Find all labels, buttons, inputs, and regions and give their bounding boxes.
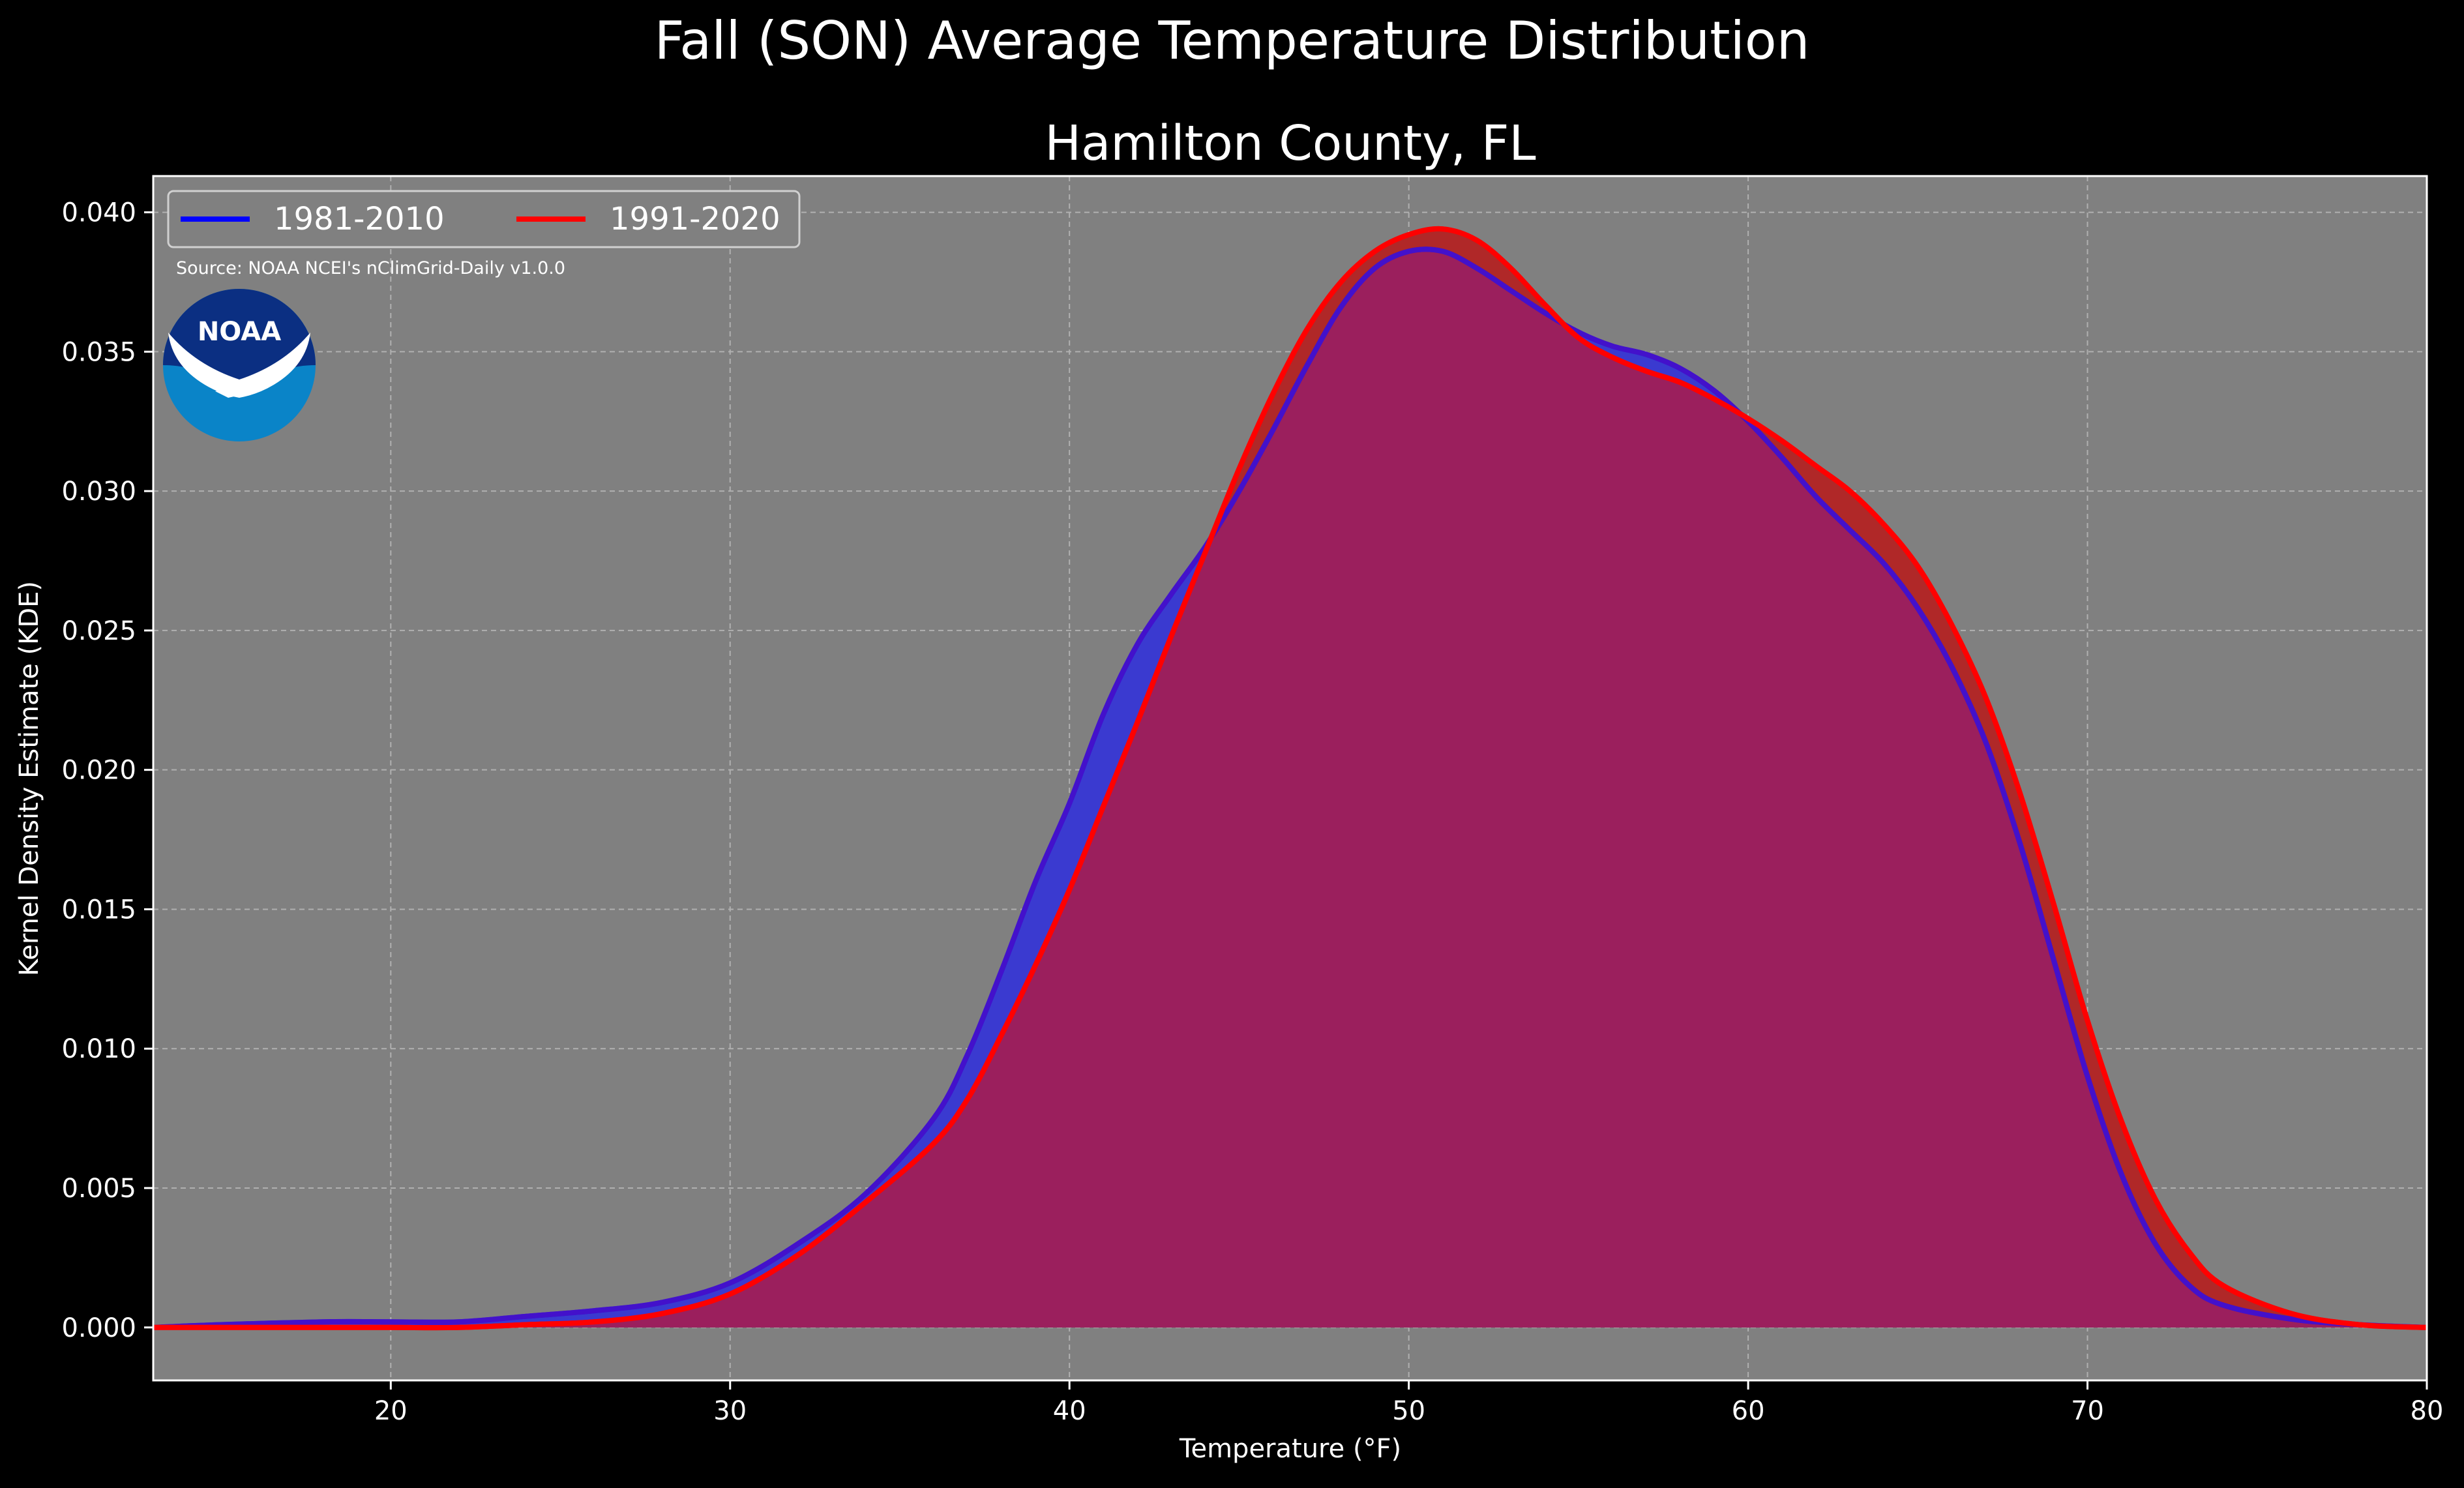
y-tick-label-0.025: 0.025: [61, 616, 136, 646]
x-tick-label-30: 30: [713, 1396, 747, 1426]
noaa-logo: NOAA: [163, 289, 316, 441]
noaa-logo-text: NOAA: [198, 317, 281, 347]
noaa-logo-bird-wing: [168, 333, 310, 398]
figure-suptitle: Fall (SON) Average Temperature Distribut…: [655, 10, 1810, 71]
line-top-1991-2020: [153, 226, 2427, 1331]
y-tick-label-0.040: 0.040: [61, 198, 136, 228]
noaa-logo-bird-tail: [215, 378, 274, 398]
y-tick-label-0.015: 0.015: [61, 895, 136, 925]
y-tick-label-0.020: 0.020: [61, 756, 136, 786]
x-tick-label-20: 20: [374, 1396, 408, 1426]
y-tick-label-0.030: 0.030: [61, 477, 136, 507]
x-tick-label-70: 70: [2071, 1396, 2104, 1426]
x-axis-ticks: 20 30 40 50 60 70 80: [374, 1380, 2444, 1426]
y-axis-label: Kernel Density Estimate (KDE): [14, 581, 44, 976]
y-tick-label-0.035: 0.035: [61, 337, 136, 367]
x-tick-label-50: 50: [1392, 1396, 1425, 1426]
y-axis-ticks: 0.000 0.005 0.010 0.015 0.020 0.025 0.030 0.035…: [61, 198, 153, 1343]
chart-title: Hamilton County, FL: [1045, 115, 1536, 171]
y-tick-label-0.005: 0.005: [61, 1174, 136, 1204]
legend: 1981-2010 1991-2020: [167, 190, 801, 248]
plot-area: [152, 175, 2428, 1382]
source-note: Source: NOAA NCEI's nClimGrid-Daily v1.0…: [176, 258, 565, 278]
plot-frame: [152, 175, 2428, 1382]
y-tick-label-0.010: 0.010: [61, 1034, 136, 1064]
line-tint-1981-2010: [153, 246, 2427, 1330]
x-tick-label-80: 80: [2411, 1396, 2444, 1426]
legend-label-1991-2020: 1991-2020: [610, 201, 780, 237]
x-tick-label-60: 60: [1732, 1396, 1765, 1426]
series-layer: [153, 226, 2427, 1331]
legend-box: [167, 190, 801, 248]
area-fill-overlap: [153, 249, 2427, 1328]
y-tick-label-0.000: 0.000: [61, 1313, 136, 1343]
x-axis-label: Temperature (°F): [1179, 1434, 1401, 1464]
x-tick-label-40: 40: [1053, 1396, 1086, 1426]
legend-label-1981-2010: 1981-2010: [274, 201, 445, 237]
